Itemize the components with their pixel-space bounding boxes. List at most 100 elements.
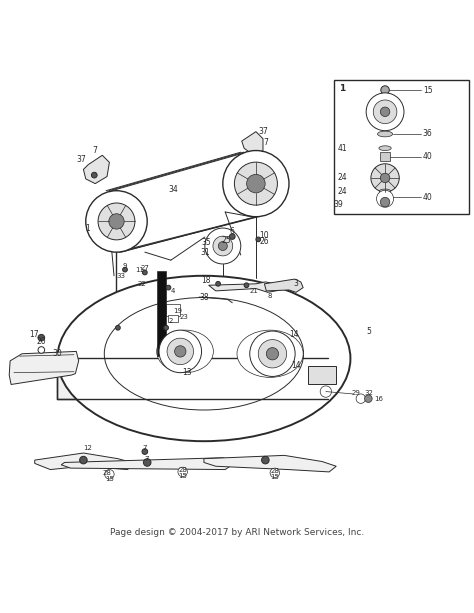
Circle shape	[373, 100, 397, 124]
Text: 41: 41	[337, 143, 347, 153]
Polygon shape	[35, 453, 136, 470]
Circle shape	[105, 470, 114, 479]
Text: 25: 25	[222, 236, 231, 245]
Text: 12: 12	[84, 445, 92, 451]
Text: 4: 4	[171, 288, 175, 294]
Text: 28: 28	[270, 468, 279, 474]
Polygon shape	[242, 132, 263, 155]
Circle shape	[356, 394, 365, 403]
Circle shape	[258, 340, 287, 368]
Ellipse shape	[57, 276, 350, 441]
Text: 31: 31	[200, 248, 210, 257]
Polygon shape	[209, 282, 294, 292]
Polygon shape	[61, 458, 237, 470]
Circle shape	[244, 283, 249, 287]
Circle shape	[371, 164, 399, 192]
Text: 15: 15	[423, 86, 432, 94]
Circle shape	[143, 270, 147, 275]
Bar	[166, 304, 180, 316]
Ellipse shape	[379, 189, 391, 193]
Circle shape	[229, 234, 235, 240]
Text: 11: 11	[136, 267, 145, 273]
Circle shape	[205, 228, 241, 264]
Circle shape	[159, 330, 201, 373]
Circle shape	[235, 162, 277, 205]
Text: 16: 16	[374, 395, 383, 402]
Circle shape	[109, 214, 124, 229]
Circle shape	[381, 86, 389, 94]
Text: 21: 21	[249, 288, 258, 294]
Text: 19: 19	[173, 308, 182, 314]
Circle shape	[80, 456, 87, 464]
Text: 17: 17	[29, 330, 38, 340]
Text: 30: 30	[53, 349, 62, 358]
Text: 8: 8	[268, 293, 273, 299]
Text: 40: 40	[423, 152, 432, 161]
Circle shape	[38, 347, 45, 353]
Text: 2: 2	[169, 318, 173, 324]
Text: 39: 39	[334, 200, 344, 210]
Text: 35: 35	[201, 238, 211, 247]
Text: 37: 37	[258, 127, 268, 136]
Text: 15: 15	[270, 474, 279, 479]
Ellipse shape	[237, 330, 303, 378]
Text: 14: 14	[291, 361, 301, 370]
Text: 22: 22	[137, 281, 146, 287]
Bar	[168, 314, 178, 322]
Text: 10: 10	[260, 231, 269, 240]
Text: 9: 9	[123, 264, 127, 269]
Circle shape	[380, 197, 390, 207]
Circle shape	[223, 151, 289, 217]
Text: 34: 34	[168, 185, 178, 194]
Circle shape	[167, 338, 193, 365]
Text: 13: 13	[182, 368, 192, 377]
Bar	[334, 80, 469, 215]
Polygon shape	[57, 359, 328, 398]
Text: 26: 26	[260, 237, 269, 246]
Circle shape	[91, 172, 97, 178]
Text: 32: 32	[365, 389, 374, 395]
Circle shape	[320, 386, 331, 397]
Circle shape	[142, 449, 148, 454]
Text: 6: 6	[230, 227, 235, 237]
Text: 15: 15	[105, 476, 114, 482]
Polygon shape	[9, 351, 79, 384]
Text: 7: 7	[92, 146, 97, 155]
Circle shape	[219, 242, 228, 251]
Text: 28: 28	[102, 470, 111, 476]
Text: 24: 24	[337, 187, 347, 196]
Text: 1: 1	[339, 83, 346, 93]
Circle shape	[365, 395, 372, 403]
Circle shape	[250, 331, 295, 376]
Polygon shape	[83, 155, 109, 184]
Bar	[381, 194, 389, 200]
Circle shape	[216, 281, 220, 286]
Circle shape	[98, 203, 135, 240]
Circle shape	[262, 456, 269, 464]
Bar	[308, 365, 336, 384]
Text: 1: 1	[85, 224, 90, 233]
Text: 7: 7	[263, 137, 268, 147]
Circle shape	[166, 285, 171, 290]
Text: 5: 5	[366, 327, 371, 335]
Ellipse shape	[104, 297, 303, 410]
Text: Page design © 2004-2017 by ARI Network Services, Inc.: Page design © 2004-2017 by ARI Network S…	[110, 528, 364, 537]
Text: 3: 3	[293, 280, 299, 288]
Text: 36: 36	[423, 129, 432, 139]
Ellipse shape	[156, 330, 213, 373]
Circle shape	[366, 93, 404, 131]
Text: 38: 38	[199, 292, 209, 302]
Text: 23: 23	[180, 314, 189, 320]
Bar	[380, 153, 390, 161]
Text: 14: 14	[289, 330, 299, 340]
Circle shape	[38, 334, 45, 341]
Text: 7: 7	[144, 455, 148, 462]
Circle shape	[380, 107, 390, 116]
Text: 40: 40	[423, 193, 432, 202]
Text: 28: 28	[178, 466, 187, 473]
Text: 33: 33	[117, 273, 126, 279]
Text: 24: 24	[337, 173, 347, 183]
Circle shape	[266, 348, 279, 360]
Text: 15: 15	[178, 473, 187, 479]
Circle shape	[380, 173, 390, 183]
